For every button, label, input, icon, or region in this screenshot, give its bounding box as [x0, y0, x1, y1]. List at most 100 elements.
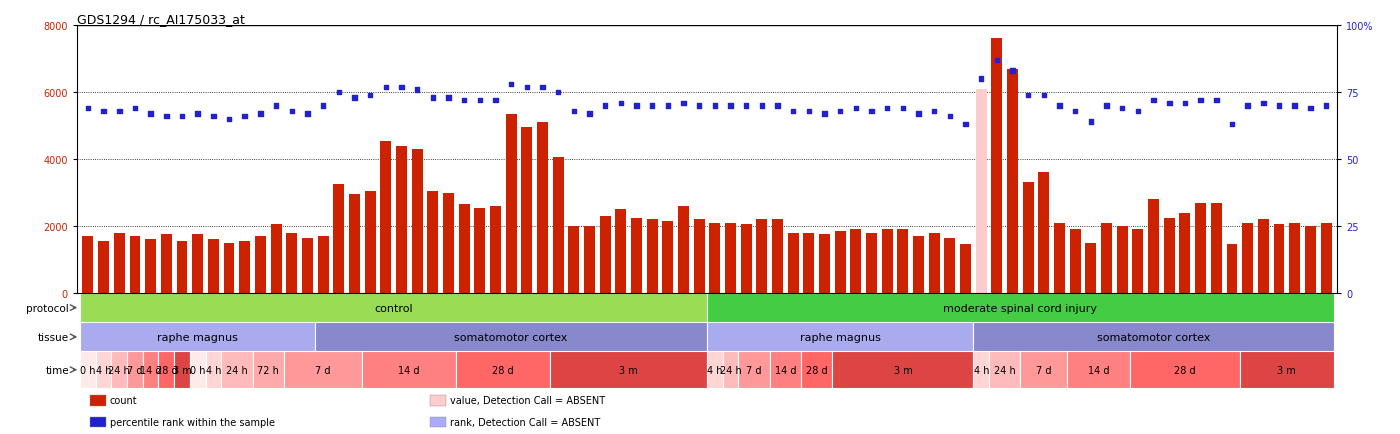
Bar [991, 39, 1002, 293]
Point [186, 111, 209, 118]
Bar [127, 352, 143, 388]
Text: count: count [109, 395, 137, 405]
Text: 7 d: 7 d [746, 365, 762, 375]
Point [1284, 103, 1306, 110]
Point [783, 108, 805, 115]
Bar [381, 141, 391, 293]
Bar [1007, 69, 1018, 293]
Point [265, 103, 287, 110]
Point [986, 57, 1008, 64]
Text: 4 h: 4 h [206, 365, 221, 375]
Point [406, 87, 428, 94]
Bar [95, 352, 112, 388]
Bar [707, 352, 722, 388]
Bar [1196, 203, 1207, 293]
Bar [83, 237, 94, 293]
Bar [80, 352, 95, 388]
Text: 3 m: 3 m [893, 365, 913, 375]
Point [750, 103, 773, 110]
Bar [1242, 223, 1253, 293]
Text: percentile rank within the sample: percentile rank within the sample [109, 417, 274, 427]
Point [1190, 97, 1212, 104]
Bar [333, 185, 344, 293]
Point [218, 116, 241, 123]
Bar [505, 115, 517, 293]
Point [892, 105, 914, 112]
Bar [553, 158, 564, 293]
Bar [459, 205, 469, 293]
Point [1236, 103, 1259, 110]
Point [171, 113, 193, 120]
Point [876, 105, 899, 112]
Bar [427, 191, 438, 293]
Point [77, 105, 99, 112]
Bar [1130, 352, 1240, 388]
Point [563, 108, 585, 115]
Bar [707, 322, 973, 352]
Bar [1039, 173, 1050, 293]
Point [829, 108, 851, 115]
Bar [1148, 200, 1159, 293]
Point [735, 103, 757, 110]
Bar [207, 240, 218, 293]
Text: 4 h: 4 h [973, 365, 988, 375]
Point [1221, 122, 1243, 128]
Bar [913, 237, 924, 293]
Bar [538, 123, 547, 293]
Text: 7 d: 7 d [127, 365, 143, 375]
Bar [252, 352, 284, 388]
Point [626, 103, 648, 110]
Point [1158, 100, 1180, 107]
Point [1033, 92, 1056, 99]
Point [234, 113, 256, 120]
Bar [1054, 223, 1065, 293]
Bar [270, 225, 281, 293]
Bar [239, 242, 251, 293]
Bar [302, 238, 312, 293]
Bar [1067, 352, 1130, 388]
Bar [1274, 225, 1284, 293]
Point [437, 95, 459, 102]
Bar [112, 352, 127, 388]
Text: 4 h: 4 h [707, 365, 722, 375]
Bar [584, 227, 595, 293]
Point [202, 113, 224, 120]
Bar [741, 225, 752, 293]
Bar [430, 417, 447, 427]
Point [469, 97, 491, 104]
Point [1142, 97, 1165, 104]
Point [939, 113, 962, 120]
Point [672, 100, 694, 107]
Text: 28 d: 28 d [155, 365, 178, 375]
Point [1299, 105, 1322, 112]
Text: control: control [374, 303, 413, 313]
Bar [897, 230, 909, 293]
Point [657, 103, 679, 110]
Point [687, 103, 710, 110]
Point [484, 97, 507, 104]
Bar [850, 230, 861, 293]
Text: 4 h: 4 h [95, 365, 112, 375]
Bar [770, 352, 801, 388]
Bar [707, 293, 1334, 322]
Bar [190, 352, 206, 388]
Point [609, 100, 631, 107]
Text: 72 h: 72 h [258, 365, 279, 375]
Point [594, 103, 616, 110]
Point [1205, 97, 1228, 104]
Bar [1226, 245, 1238, 293]
Bar [801, 352, 833, 388]
Bar [945, 238, 955, 293]
Bar [928, 233, 939, 293]
Point [861, 108, 883, 115]
Point [328, 89, 350, 96]
Point [641, 103, 664, 110]
Point [297, 111, 319, 118]
Point [907, 111, 930, 118]
Bar [1289, 223, 1301, 293]
Point [249, 111, 272, 118]
Bar [1305, 227, 1316, 293]
Bar [976, 89, 987, 293]
Text: value, Detection Call = ABSENT: value, Detection Call = ABSENT [449, 395, 605, 405]
Point [813, 111, 836, 118]
